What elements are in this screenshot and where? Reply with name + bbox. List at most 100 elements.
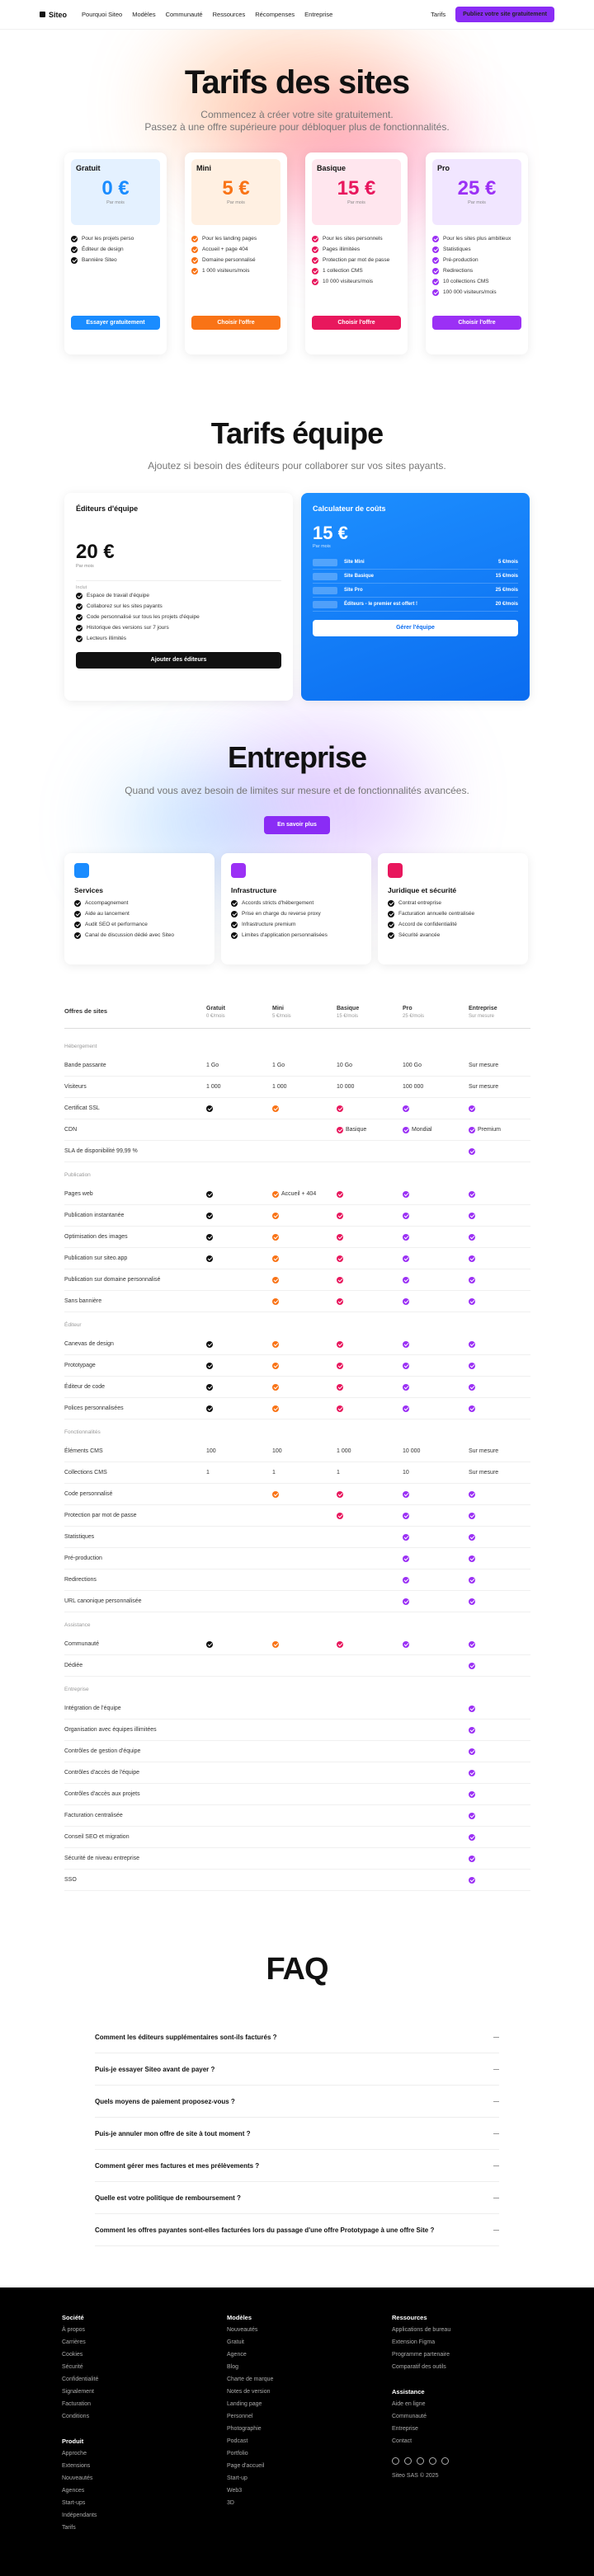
footer-link[interactable]: Programme partenaire bbox=[392, 2352, 450, 2358]
faq-item[interactable]: Quels moyens de paiement proposez-vous ? bbox=[95, 2086, 499, 2118]
social-icon[interactable] bbox=[404, 2457, 412, 2465]
nav-link[interactable]: Récompenses bbox=[255, 11, 295, 18]
footer-link[interactable]: Indépendants bbox=[62, 2513, 97, 2518]
nav-link[interactable]: Pourquoi Siteo bbox=[82, 11, 123, 18]
check-icon bbox=[469, 1127, 475, 1133]
button[interactable]: En savoir plus bbox=[264, 816, 330, 834]
footer-link[interactable]: 3D bbox=[227, 2500, 234, 2506]
footer-link[interactable]: Portfolio bbox=[227, 2451, 248, 2456]
faq-question: Puis-je essayer Siteo avant de payer ? bbox=[95, 2065, 215, 2073]
column-name: Basique bbox=[337, 1006, 360, 1011]
faq-item[interactable]: Comment gérer mes factures et mes prélèv… bbox=[95, 2150, 499, 2182]
footer-link[interactable]: Photographie bbox=[227, 2426, 262, 2432]
footer-link[interactable]: Cookies bbox=[62, 2352, 83, 2358]
footer-link[interactable]: Start-up bbox=[227, 2475, 248, 2481]
footer-link[interactable]: Agence bbox=[227, 2352, 247, 2358]
check-icon bbox=[206, 1341, 213, 1348]
feature: Historique des versions sur 7 jours bbox=[76, 622, 281, 633]
footer-link[interactable]: Applications de bureau bbox=[392, 2327, 451, 2333]
button[interactable]: Ajouter des éditeurs bbox=[76, 652, 281, 669]
check-icon bbox=[469, 1405, 475, 1412]
faq-question: Quelle est votre politique de remboursem… bbox=[95, 2194, 241, 2202]
footer-link[interactable]: Carrières bbox=[62, 2339, 86, 2345]
feature: Éditeur de design bbox=[71, 244, 160, 255]
nav-link[interactable]: Modèles bbox=[132, 11, 156, 18]
check-icon bbox=[206, 1213, 213, 1219]
footer-link[interactable]: Comparatif des outils bbox=[392, 2364, 446, 2370]
faq-item[interactable]: Puis-je essayer Siteo avant de payer ? bbox=[95, 2053, 499, 2086]
footer-link[interactable]: Web3 bbox=[227, 2488, 243, 2494]
logo-mark bbox=[40, 12, 45, 17]
feature-text: Pour les landing pages bbox=[202, 236, 257, 242]
row-label: Éditeurs - le premier est offert ! bbox=[344, 602, 418, 607]
footer-link[interactable]: Nouveautés bbox=[227, 2327, 258, 2333]
plan-button[interactable]: Choisir l'offre bbox=[312, 316, 401, 330]
social-icon[interactable] bbox=[417, 2457, 424, 2465]
plan-button[interactable]: Choisir l'offre bbox=[432, 316, 521, 330]
faq-item[interactable]: Comment les éditeurs supplémentaires son… bbox=[95, 2021, 499, 2053]
button[interactable]: Gérer l'équipe bbox=[313, 620, 518, 636]
footer-link[interactable]: Extensions bbox=[62, 2463, 91, 2469]
footer-link[interactable]: Nouveautés bbox=[62, 2475, 93, 2481]
footer-link[interactable]: Personnel bbox=[227, 2414, 253, 2419]
row-label: URL canonique personnalisée bbox=[64, 1598, 142, 1604]
social-icon[interactable] bbox=[429, 2457, 436, 2465]
footer-link[interactable]: Page d'accueil bbox=[227, 2463, 265, 2469]
footer-link[interactable]: Entreprise bbox=[392, 2426, 418, 2432]
row-label: Protection par mot de passe bbox=[64, 1513, 137, 1518]
footer-link[interactable]: Podcast bbox=[227, 2438, 248, 2444]
table-row: Bande passante 1 Go 1 Go 10 Go 100 Go Sur mes… bbox=[64, 1055, 530, 1077]
faq-toggle bbox=[493, 2133, 499, 2134]
faq-item[interactable]: Puis-je annuler mon offre de site à tout… bbox=[95, 2118, 499, 2150]
faq-item[interactable]: Comment les offres payantes sont-elles f… bbox=[95, 2214, 499, 2246]
footer-link[interactable]: Landing page bbox=[227, 2401, 262, 2407]
stepper bbox=[313, 586, 337, 594]
nav-link[interactable]: Communauté bbox=[165, 11, 203, 18]
footer-link[interactable]: Gratuit bbox=[227, 2339, 245, 2345]
footer-link[interactable]: Approche bbox=[62, 2451, 87, 2456]
footer-link[interactable]: Facturation bbox=[62, 2401, 92, 2407]
footer-link[interactable]: Charte de marque bbox=[227, 2377, 274, 2382]
social-icon[interactable] bbox=[441, 2457, 449, 2465]
footer-link[interactable]: Communauté bbox=[392, 2414, 427, 2419]
table-row: Polices personnalisées bbox=[64, 1398, 530, 1419]
group-title: Éditeur bbox=[64, 1322, 82, 1328]
check-icon bbox=[206, 1255, 213, 1262]
footer-link[interactable]: Signalement bbox=[62, 2389, 94, 2395]
footer-link[interactable]: Blog bbox=[227, 2364, 239, 2370]
footer-link[interactable]: Sécurité bbox=[62, 2364, 83, 2370]
footer-link[interactable]: Notes de version bbox=[227, 2389, 271, 2395]
feature-text: Accord de confidentialité bbox=[398, 922, 457, 927]
feature: Pour les sites personnels bbox=[312, 233, 401, 244]
nav-link[interactable]: Tarifs bbox=[431, 11, 446, 18]
footer-link[interactable]: À propos bbox=[62, 2327, 86, 2333]
calculator-card: Calculateur de coûts 15 € Par mois Site Min… bbox=[301, 493, 530, 701]
feature-text: Sécurité avancée bbox=[398, 932, 441, 938]
footer-link[interactable]: Start-ups bbox=[62, 2500, 86, 2506]
feature-text: 1 000 visiteurs/mois bbox=[202, 268, 250, 274]
column-price: 0 €/mois bbox=[206, 1014, 225, 1019]
social-icons bbox=[392, 2457, 540, 2465]
footer-link[interactable]: Contact bbox=[392, 2438, 412, 2444]
faq-question: Comment les éditeurs supplémentaires son… bbox=[95, 2033, 277, 2041]
cta-button[interactable]: Publiez votre site gratuitement bbox=[455, 7, 554, 22]
cell-value: Sur mesure bbox=[469, 1063, 499, 1068]
footer-link[interactable]: Confidentialité bbox=[62, 2377, 99, 2382]
social-icon[interactable] bbox=[392, 2457, 399, 2465]
plan-button[interactable]: Essayer gratuitement bbox=[71, 316, 160, 330]
nav-link[interactable]: Ressources bbox=[212, 11, 246, 18]
check-icon bbox=[191, 267, 198, 274]
section-subtitle: Ajoutez si besoin des éditeurs pour coll… bbox=[148, 460, 446, 472]
faq-item[interactable]: Quelle est votre politique de remboursem… bbox=[95, 2182, 499, 2214]
footer-link[interactable]: Tarifs bbox=[62, 2525, 76, 2531]
footer-link[interactable]: Conditions bbox=[62, 2414, 90, 2419]
plan-button[interactable]: Choisir l'offre bbox=[191, 316, 280, 330]
check-icon bbox=[272, 1405, 279, 1412]
footer-link[interactable]: Agences bbox=[62, 2488, 85, 2494]
check-icon bbox=[337, 1341, 343, 1348]
card-title: Services bbox=[74, 886, 103, 894]
footer-link[interactable]: Extension Figma bbox=[392, 2339, 436, 2345]
nav-link[interactable]: Entreprise bbox=[304, 11, 333, 18]
check-icon bbox=[76, 624, 82, 631]
footer-link[interactable]: Aide en ligne bbox=[392, 2401, 426, 2407]
